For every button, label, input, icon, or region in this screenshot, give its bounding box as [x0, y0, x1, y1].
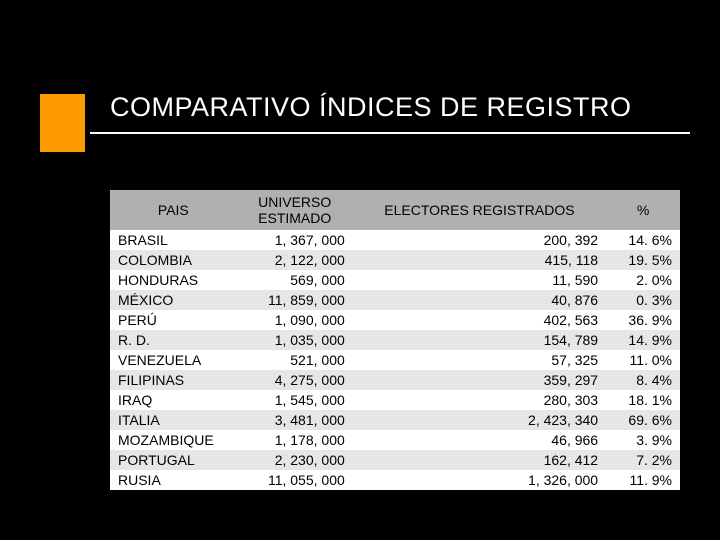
cell-electores: 1, 326, 000 — [353, 470, 606, 490]
cell-pais: FILIPINAS — [110, 370, 237, 390]
cell-pais: VENEZUELA — [110, 350, 237, 370]
cell-pct: 14. 9% — [606, 330, 680, 350]
cell-pais: BRASIL — [110, 230, 237, 250]
cell-pais: MÉXICO — [110, 290, 237, 310]
cell-pct: 11. 9% — [606, 470, 680, 490]
table-body: BRASIL1, 367, 000200, 39214. 6%COLOMBIA2… — [110, 230, 680, 490]
cell-pais: ITALIA — [110, 410, 237, 430]
cell-universo: 1, 178, 000 — [237, 430, 353, 450]
cell-electores: 11, 590 — [353, 270, 606, 290]
cell-pct: 69. 6% — [606, 410, 680, 430]
cell-electores: 200, 392 — [353, 230, 606, 250]
col-header-pct: % — [606, 190, 680, 230]
cell-pct: 11. 0% — [606, 350, 680, 370]
cell-universo: 1, 545, 000 — [237, 390, 353, 410]
cell-electores: 402, 563 — [353, 310, 606, 330]
cell-universo: 4, 275, 000 — [237, 370, 353, 390]
cell-pct: 8. 4% — [606, 370, 680, 390]
cell-universo: 3, 481, 000 — [237, 410, 353, 430]
cell-universo: 11, 859, 000 — [237, 290, 353, 310]
table-row: HONDURAS569, 00011, 5902. 0% — [110, 270, 680, 290]
registro-table: PAIS UNIVERSO ESTIMADO ELECTORES REGISTR… — [110, 190, 680, 490]
table-row: BRASIL1, 367, 000200, 39214. 6% — [110, 230, 680, 250]
cell-electores: 2, 423, 340 — [353, 410, 606, 430]
table-row: FILIPINAS4, 275, 000359, 2978. 4% — [110, 370, 680, 390]
table-row: VENEZUELA521, 00057, 32511. 0% — [110, 350, 680, 370]
cell-electores: 40, 876 — [353, 290, 606, 310]
cell-pais: PERÚ — [110, 310, 237, 330]
cell-pct: 36. 9% — [606, 310, 680, 330]
cell-universo: 1, 367, 000 — [237, 230, 353, 250]
col-header-universo: UNIVERSO ESTIMADO — [237, 190, 353, 230]
table-row: RUSIA11, 055, 0001, 326, 00011. 9% — [110, 470, 680, 490]
cell-pct: 3. 9% — [606, 430, 680, 450]
title-underline — [90, 132, 690, 134]
table-row: PERÚ1, 090, 000402, 56336. 9% — [110, 310, 680, 330]
table-row: COLOMBIA2, 122, 000415, 11819. 5% — [110, 250, 680, 270]
cell-pct: 2. 0% — [606, 270, 680, 290]
cell-pct: 7. 2% — [606, 450, 680, 470]
table-row: PORTUGAL2, 230, 000162, 4127. 2% — [110, 450, 680, 470]
cell-pct: 14. 6% — [606, 230, 680, 250]
table-row: R. D.1, 035, 000154, 78914. 9% — [110, 330, 680, 350]
cell-universo: 521, 000 — [237, 350, 353, 370]
cell-universo: 2, 122, 000 — [237, 250, 353, 270]
cell-universo: 2, 230, 000 — [237, 450, 353, 470]
cell-universo: 569, 000 — [237, 270, 353, 290]
cell-pais: MOZAMBIQUE — [110, 430, 237, 450]
cell-electores: 415, 118 — [353, 250, 606, 270]
cell-pct: 19. 5% — [606, 250, 680, 270]
cell-pais: HONDURAS — [110, 270, 237, 290]
table-row: MÉXICO11, 859, 00040, 8760. 3% — [110, 290, 680, 310]
cell-pais: R. D. — [110, 330, 237, 350]
col-header-pais: PAIS — [110, 190, 237, 230]
cell-electores: 46, 966 — [353, 430, 606, 450]
cell-electores: 154, 789 — [353, 330, 606, 350]
cell-electores: 57, 325 — [353, 350, 606, 370]
cell-electores: 162, 412 — [353, 450, 606, 470]
cell-pais: PORTUGAL — [110, 450, 237, 470]
accent-block — [40, 94, 85, 152]
cell-electores: 280, 303 — [353, 390, 606, 410]
table-row: MOZAMBIQUE1, 178, 00046, 9663. 9% — [110, 430, 680, 450]
cell-universo: 11, 055, 000 — [237, 470, 353, 490]
table-row: ITALIA3, 481, 0002, 423, 34069. 6% — [110, 410, 680, 430]
cell-electores: 359, 297 — [353, 370, 606, 390]
table-row: IRAQ1, 545, 000280, 30318. 1% — [110, 390, 680, 410]
cell-pais: IRAQ — [110, 390, 237, 410]
cell-pais: COLOMBIA — [110, 250, 237, 270]
table-header-row: PAIS UNIVERSO ESTIMADO ELECTORES REGISTR… — [110, 190, 680, 230]
col-header-electores: ELECTORES REGISTRADOS — [353, 190, 606, 230]
slide-title: COMPARATIVO ÍNDICES DE REGISTRO — [110, 92, 632, 123]
cell-pct: 0. 3% — [606, 290, 680, 310]
cell-pct: 18. 1% — [606, 390, 680, 410]
cell-pais: RUSIA — [110, 470, 237, 490]
cell-universo: 1, 035, 000 — [237, 330, 353, 350]
cell-universo: 1, 090, 000 — [237, 310, 353, 330]
